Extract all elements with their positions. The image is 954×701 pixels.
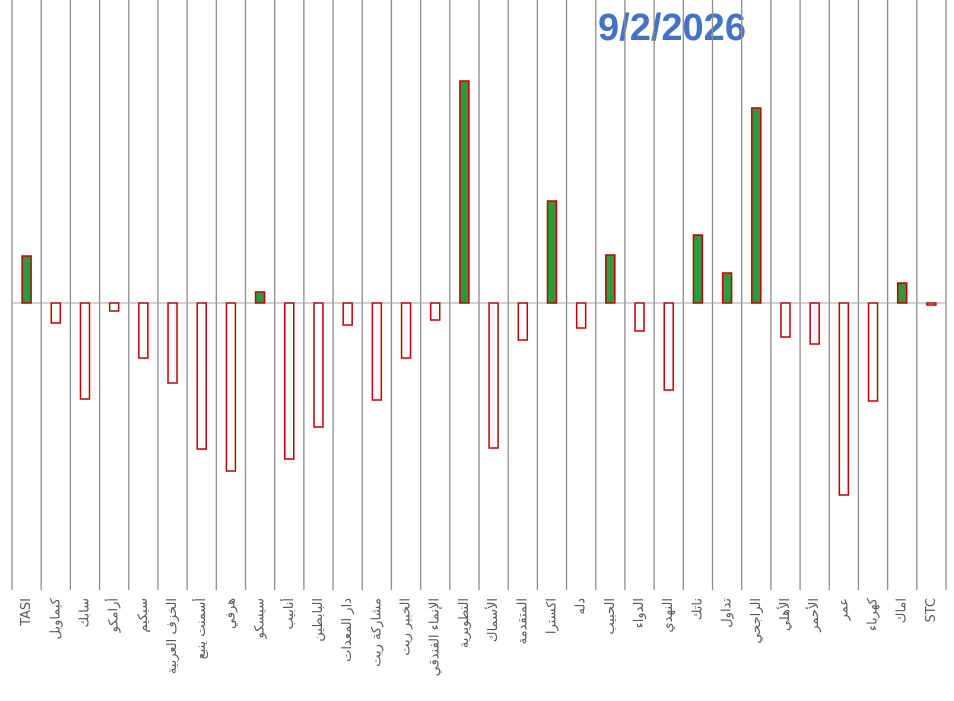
bar xyxy=(692,234,704,304)
bar xyxy=(284,302,295,460)
x-tick-label: المتقدمة xyxy=(515,598,530,644)
bar xyxy=(809,302,820,345)
bar xyxy=(896,282,908,304)
x-tick-label: دله xyxy=(574,598,589,615)
bar xyxy=(196,302,207,450)
bar xyxy=(926,302,937,306)
x-tick-label: أنابيب xyxy=(280,598,297,630)
x-tick-label: الخزف العربية xyxy=(165,598,180,674)
bar xyxy=(313,302,324,428)
bar xyxy=(459,80,470,304)
x-tick-label: الأسماك xyxy=(484,598,501,642)
bar xyxy=(254,291,266,304)
bar xyxy=(167,302,178,384)
x-tick-label: مشاركة ريت xyxy=(369,598,384,667)
bar xyxy=(575,302,587,329)
x-tick-label: دار المعدات xyxy=(340,598,355,662)
bar xyxy=(663,302,674,391)
chart-title: 9/2/2026 xyxy=(598,7,746,49)
x-tick-label: أرامكو xyxy=(105,598,122,633)
x-tick-label: اكسترا xyxy=(544,598,559,634)
x-tick-label: الأهلي xyxy=(776,598,793,631)
bar xyxy=(751,107,762,304)
x-tick-label: سابك xyxy=(77,598,92,627)
x-tick-label: الإنماء الفندقي xyxy=(428,598,443,676)
bar xyxy=(546,200,558,304)
bar xyxy=(371,302,383,401)
bar xyxy=(605,254,616,304)
bar xyxy=(721,272,733,304)
x-tick-label: عمر xyxy=(836,598,851,621)
x-tick-label: الحبيب xyxy=(603,598,618,635)
x-tick-label: STC xyxy=(924,598,939,623)
bar xyxy=(429,302,441,321)
bar xyxy=(634,302,645,332)
bar xyxy=(225,302,237,472)
bar xyxy=(488,302,499,449)
x-tick-label: سبكيم xyxy=(136,598,151,633)
bar xyxy=(21,255,32,304)
bar xyxy=(780,302,791,338)
bar xyxy=(342,302,353,326)
x-tick-label: كيماويل xyxy=(48,597,63,639)
x-tick-label: البابطين xyxy=(311,598,326,642)
x-tick-label: هرفي xyxy=(223,598,238,629)
x-tick-label: سيسكو xyxy=(253,598,268,639)
bar xyxy=(400,302,412,359)
bar xyxy=(108,302,120,312)
bar xyxy=(50,302,62,324)
bar xyxy=(79,302,91,400)
x-tick-label: الراجحي xyxy=(749,598,764,644)
x-tick-label: تداول xyxy=(720,598,735,628)
x-tick-label: ناتك xyxy=(690,598,705,620)
x-tick-label: الدواء xyxy=(632,598,647,628)
bar xyxy=(867,302,879,402)
x-tick-label: أسمنت ينبع xyxy=(192,598,209,659)
bar xyxy=(517,302,529,341)
x-tick-label: النهدي xyxy=(661,598,676,633)
x-tick-label: TASI xyxy=(19,598,34,627)
bar xyxy=(138,302,149,359)
x-tick-label: كهرباء xyxy=(866,597,881,631)
x-tick-label: الخبير ريت xyxy=(399,598,414,656)
x-tick-label: الأحمر xyxy=(805,598,822,633)
x-tick-label: اماك xyxy=(895,598,910,623)
x-tick-label: التطويرية xyxy=(457,598,472,648)
bar xyxy=(838,302,850,496)
